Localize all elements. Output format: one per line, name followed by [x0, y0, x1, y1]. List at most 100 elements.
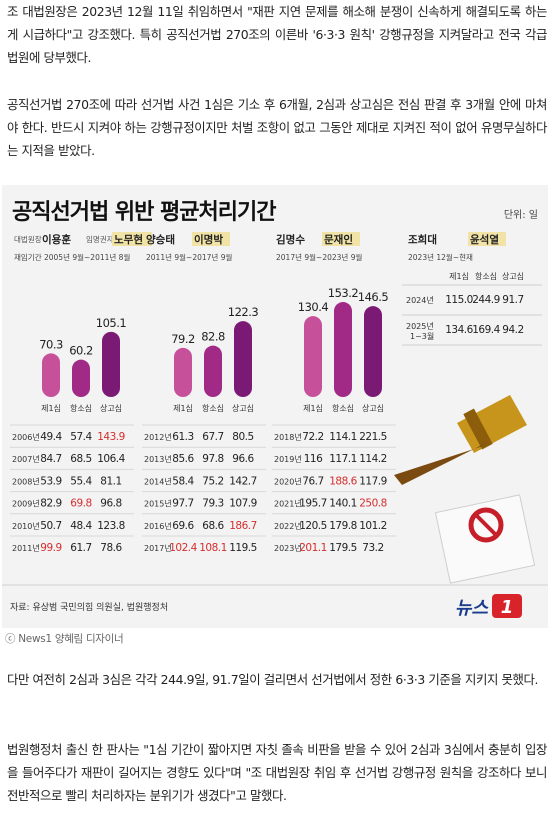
year-label: 2021년 — [274, 499, 302, 509]
chief-role: 대법원장 — [14, 234, 42, 244]
table-cell: 80.5 — [232, 431, 253, 443]
table-cell: 50.7 — [40, 520, 61, 532]
bar — [174, 347, 192, 397]
table-cell: 49.4 — [40, 431, 62, 443]
table-cell: 221.5 — [359, 431, 387, 443]
bar-value-label: 79.2 — [171, 332, 195, 346]
table-cell: 68.5 — [70, 453, 91, 465]
year-label: 2009년 — [12, 499, 40, 509]
year-label: 2014년 — [144, 476, 172, 486]
article-paragraph-3: 다만 여전히 2심과 3심은 각각 244.9일, 91.7일이 걸리면서 선거… — [7, 672, 539, 687]
year-label: 2007년 — [12, 454, 40, 464]
chief-name: 노무현 — [114, 233, 143, 246]
table-cell: 186.7 — [229, 520, 257, 532]
bar — [72, 359, 90, 397]
news1-logo: 뉴스 — [455, 598, 490, 619]
year-label: 2013년 — [144, 454, 172, 464]
category-label: 항소심 — [332, 403, 354, 413]
category-label: 상고심 — [232, 403, 254, 413]
bar — [102, 331, 120, 397]
gavel-head — [457, 395, 527, 453]
current-row-label: 1~3월 — [410, 331, 434, 341]
bar — [234, 321, 252, 397]
table-cell: 84.7 — [40, 453, 61, 465]
year-label: 2018년 — [274, 432, 302, 442]
tenure-period: 2017년 9월~2023년 9월 — [276, 252, 362, 262]
year-label: 2012년 — [144, 432, 172, 442]
bar — [204, 345, 222, 397]
unit-label: 단위: 일 — [504, 208, 538, 221]
current-row-label: 2024년 — [406, 295, 434, 305]
chief-role: 임명권자 — [86, 234, 114, 244]
current-header: 제1심 — [449, 271, 469, 281]
current-row-label: 2025년 — [406, 321, 434, 331]
bar — [334, 302, 352, 397]
year-label: 2016년 — [144, 521, 172, 531]
gavel-band — [463, 408, 493, 450]
table-cell: 55.4 — [70, 475, 92, 487]
chief-name: 양승태 — [146, 233, 175, 246]
bar-value-label: 60.2 — [69, 344, 93, 358]
table-cell: 114.2 — [359, 453, 387, 465]
chief-name: 윤석열 — [470, 233, 499, 246]
year-label: 2020년 — [274, 476, 302, 486]
table-cell: 101.2 — [359, 520, 387, 532]
current-cell: 94.2 — [502, 324, 523, 336]
table-cell: 96.8 — [100, 498, 121, 510]
table-cell: 120.5 — [299, 520, 327, 532]
chief-name: 조희대 — [408, 233, 437, 246]
table-cell: 69.8 — [70, 498, 91, 510]
chief-name: 이용훈 — [42, 233, 71, 246]
current-cell: 134.6 — [445, 324, 473, 336]
table-cell: 85.6 — [172, 453, 194, 465]
infographic: 공직선거법 위반 평균처리기간 단위: 일 대법원장 이용훈 임명권자 노무현 재임기간 2… — [2, 185, 548, 628]
year-label: 2008년 — [12, 476, 40, 486]
table-cell: 97.7 — [172, 498, 193, 510]
chart-source: 자료: 유상범 국민의힘 의원실, 법원행정처 — [10, 601, 168, 613]
bar-value-label: 130.4 — [298, 300, 329, 314]
table-cell: 99.9 — [40, 542, 61, 554]
table-cell: 250.8 — [359, 498, 387, 510]
table-cell: 96.6 — [232, 453, 254, 465]
bar-value-label: 153.2 — [328, 286, 359, 300]
year-label: 2006년 — [12, 432, 40, 442]
table-cell: 143.9 — [97, 431, 125, 443]
table-cell: 57.4 — [70, 431, 92, 443]
article-paragraph-4: 법원행정처 출신 한 판사는 "1심 기간이 짧아지면 자칫 졸속 비판을 받을… — [7, 742, 547, 803]
bar-value-label: 70.3 — [39, 337, 63, 351]
category-label: 제1심 — [173, 403, 193, 413]
table-cell: 48.4 — [70, 520, 92, 532]
table-cell: 179.8 — [329, 520, 357, 532]
category-label: 항소심 — [70, 403, 92, 413]
table-cell: 81.1 — [100, 475, 121, 487]
tenure-period: 2023년 12월~현재 — [408, 252, 473, 262]
current-cell: 244.9 — [472, 294, 500, 306]
table-cell: 117.1 — [329, 453, 357, 465]
table-cell: 61.7 — [70, 542, 91, 554]
bar — [42, 353, 60, 397]
tenure-period: 2011년 9월~2017년 9월 — [146, 252, 232, 262]
name-highlight — [468, 232, 506, 246]
news1-logo-number: 1 — [501, 597, 514, 618]
article-paragraph-2: 공직선거법 270조에 따라 선거법 사건 1심은 기소 후 6개월, 2심과 … — [7, 97, 547, 158]
table-cell: 69.6 — [172, 520, 194, 532]
table-cell: 72.2 — [302, 431, 323, 443]
chief-name: 이명박 — [194, 233, 223, 246]
table-cell: 108.1 — [199, 542, 227, 554]
bar — [364, 306, 382, 397]
chart-title: 공직선거법 위반 평균처리기간 — [12, 200, 276, 225]
bar-value-label: 122.3 — [228, 305, 259, 319]
table-cell: 116 — [304, 453, 323, 465]
table-cell: 82.9 — [40, 498, 61, 510]
year-label: 2022년 — [274, 521, 302, 531]
table-cell: 78.6 — [100, 542, 122, 554]
name-highlight — [192, 232, 230, 246]
current-header: 상고심 — [502, 271, 524, 281]
name-highlight — [112, 232, 152, 246]
table-cell: 140.1 — [329, 498, 357, 510]
table-cell: 106.4 — [97, 453, 125, 465]
chief-name: 문재인 — [324, 233, 353, 246]
table-cell: 97.8 — [202, 453, 223, 465]
photo-credit: ⓒ News1 양혜림 디자이너 — [5, 633, 124, 645]
article-paragraph-1: 조 대법원장은 2023년 12월 11일 취임하면서 "재판 지연 문제를 해… — [7, 4, 547, 65]
